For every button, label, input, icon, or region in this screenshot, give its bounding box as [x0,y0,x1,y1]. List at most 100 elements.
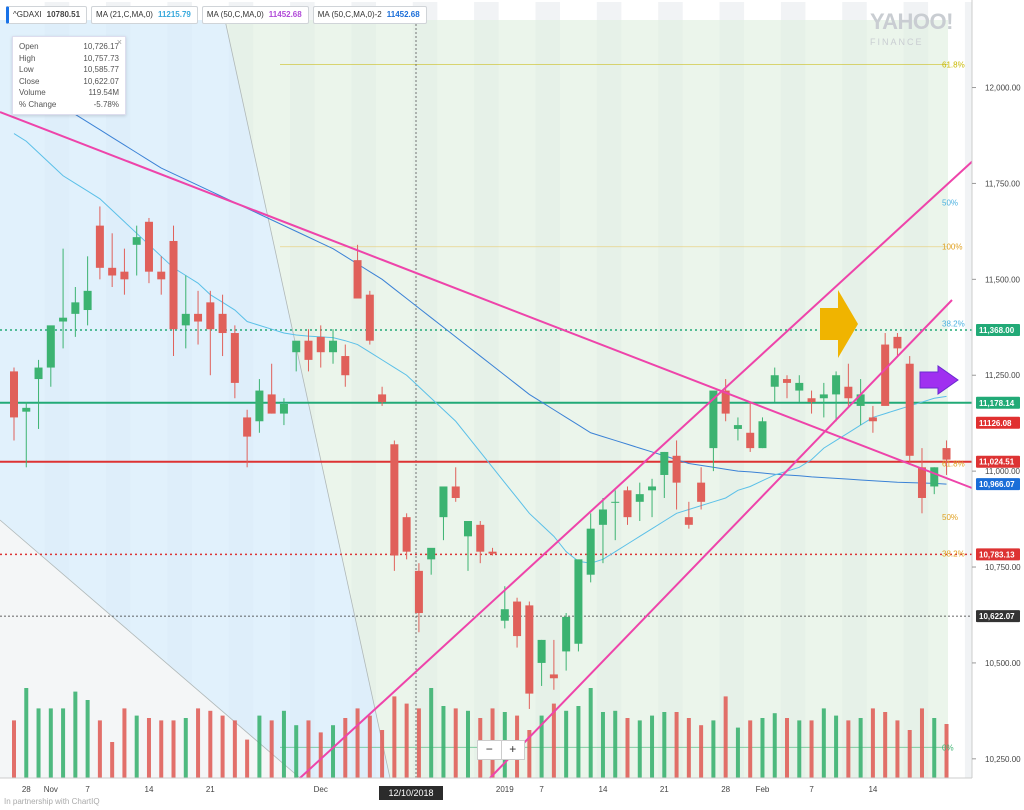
x-tick-label: Dec [314,785,328,794]
candle-body [819,394,828,399]
volume-bar [944,724,949,778]
candle-body [169,240,178,330]
legend-label: MA (21,C,MA,0) [96,10,153,19]
price-badge-label: 11,368.00 [979,326,1015,335]
candle-body [783,379,792,383]
candle-body [709,390,718,449]
tooltip-key: Volume [19,88,46,97]
y-tick-label: 10,750.00 [985,563,1021,572]
candle-body [95,225,104,268]
trendlines [0,111,977,779]
volume-bar [48,708,53,778]
tooltip-value: 10,757.73 [83,53,119,63]
candle-body [807,398,816,403]
candle-body [194,313,203,322]
volume-bar [85,700,90,778]
fib-label: 50% [942,199,958,208]
zoom-controls[interactable]: − + [477,740,525,760]
level-lines [0,329,972,617]
legend-item[interactable]: MA (21,C,MA,0) 11215.79 [91,6,198,24]
candle-body [414,570,423,614]
volume-bar [36,708,41,778]
volume-bar [858,718,863,778]
watermark-brand: YAHOO! [870,9,953,34]
volume-bar [637,720,642,778]
fib-zone-blue [0,20,390,778]
x-tick-label: 28 [721,785,730,794]
volume-bar [846,720,851,778]
trend-line [0,111,973,489]
volume-bar [110,742,115,778]
volume-bar [232,720,237,778]
x-tick-label: 21 [206,785,215,794]
volume-bar [539,715,544,778]
candle-body [770,375,779,387]
volume-bar [281,710,286,778]
volume-bar [600,712,605,778]
candle-body [365,294,374,341]
candle-body [59,317,68,322]
fib-label: 50% [942,513,958,522]
volume-bar [416,708,421,778]
price-badge-label: 11126.08 [979,419,1012,428]
candle-body [549,674,558,679]
legend-item[interactable]: MA (50,C,MA,0) 11452.68 [201,6,309,24]
candle-body [402,517,411,552]
candle-body [746,432,755,449]
zoom-out-button[interactable]: − [478,741,502,759]
volume-bar [895,720,900,778]
ma50-line [13,67,947,485]
volume-bar [576,706,581,778]
candle-body [218,313,227,334]
candle-body [721,390,730,414]
tooltip-key: High [19,53,36,63]
volume-bar [760,718,765,778]
x-tick-label: 14 [868,785,877,794]
candle-body [537,639,546,663]
candle-body [635,494,644,502]
candle-body [697,482,706,502]
legend-item[interactable]: ^GDAXI 10780.51 [6,6,88,24]
legend-label: MA (50,C,MA,0) [206,10,264,19]
candle-body [795,382,804,391]
volume-bar [527,730,532,778]
y-tick-label: 11,250.00 [985,371,1021,380]
candle-body [292,340,301,353]
candle-body [488,551,497,554]
candle-body [463,520,472,537]
candle-body [390,444,399,556]
volume-bar [650,715,655,778]
volume-bar [797,720,802,778]
volume-bar [331,725,336,778]
candle-body [684,517,693,525]
volume-bar [785,718,790,778]
legend-label: ^GDAXI [13,10,42,19]
x-tick-label: 21 [660,785,669,794]
volume-bar [821,708,826,778]
close-icon[interactable]: × [116,37,122,47]
candle-body [243,417,252,437]
ma21-line [13,133,947,564]
price-badge-label: 10,783.13 [979,550,1015,559]
volume-bar [294,725,299,778]
candle-body [329,340,338,353]
candle-body [120,271,129,280]
x-tick-label: 7 [809,785,814,794]
candle-body [427,547,436,560]
volume-bar [465,710,470,778]
volume-bar [723,696,728,778]
legend-value: 11452.68 [268,10,302,19]
candle-body [905,363,914,456]
tooltip-row: % Change -5.78% [19,99,119,111]
zoom-in-button[interactable]: + [509,742,517,756]
candle-body [917,467,926,498]
fib-label: 38.2% [942,319,965,328]
volume-bar [907,730,912,778]
legend-item[interactable]: MA (50,C,MA,0)-2 11452.68 [312,6,427,24]
legend-value: 10780.51 [46,10,81,19]
candle-body [304,340,313,360]
ohlc-tooltip: × Open 10,726.17 High 10,757.73 Low 10,585.77… [12,36,126,115]
price-badge [976,323,1020,336]
